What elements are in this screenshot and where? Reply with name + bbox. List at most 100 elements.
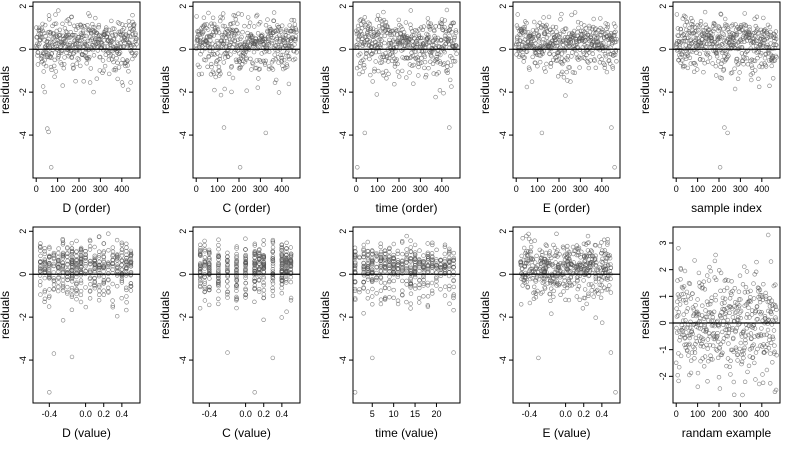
data-point (744, 269, 750, 274)
data-point (218, 71, 223, 76)
data-point (580, 306, 586, 311)
data-point (209, 61, 214, 67)
data-point (544, 61, 549, 67)
data-point (408, 26, 414, 31)
data-point (60, 288, 66, 293)
data-point (740, 282, 746, 287)
data-point (698, 19, 704, 24)
data-point (100, 43, 105, 48)
data-point (252, 250, 257, 255)
y-tick-label: -2 (658, 88, 668, 96)
data-point (92, 264, 98, 269)
data-point (255, 85, 260, 90)
data-point (119, 250, 124, 255)
data-point (443, 284, 448, 289)
data-point (584, 301, 589, 307)
data-point (69, 261, 75, 266)
data-point (690, 291, 695, 296)
data-point (97, 259, 102, 264)
data-point (69, 354, 75, 360)
data-point (376, 37, 382, 43)
data-point (97, 54, 103, 60)
data-point (78, 260, 84, 265)
data-point (96, 255, 102, 260)
data-point (288, 251, 294, 257)
data-point (60, 263, 65, 269)
x-tick-label: 0.2 (97, 409, 110, 419)
data-point (394, 29, 399, 34)
data-point (42, 288, 47, 293)
data-point (761, 282, 766, 287)
data-point (559, 11, 564, 17)
x-tick-label: 0.2 (577, 409, 590, 419)
data-point (42, 262, 48, 267)
data-point (517, 52, 523, 57)
data-point (46, 13, 52, 18)
y-axis-title: residuals (638, 66, 652, 114)
data-point (80, 28, 86, 34)
data-point (270, 267, 275, 272)
data-point (225, 54, 231, 59)
data-points (352, 233, 456, 395)
data-point (558, 39, 564, 45)
data-point (45, 44, 51, 49)
data-point (537, 20, 542, 25)
data-point (207, 276, 212, 281)
data-point (752, 58, 758, 64)
data-point (415, 55, 420, 60)
data-point (217, 68, 222, 73)
data-point (127, 23, 132, 28)
data-point (247, 20, 253, 25)
data-point (202, 255, 208, 260)
data-point (448, 63, 454, 68)
data-point (570, 50, 575, 55)
y-tick-label: 2 (178, 4, 188, 9)
data-point (252, 390, 257, 395)
data-point (752, 39, 757, 45)
data-point (78, 273, 84, 278)
data-point (695, 384, 700, 389)
data-point (265, 17, 270, 22)
data-point (384, 55, 390, 60)
data-point (83, 264, 88, 269)
data-point (38, 263, 43, 268)
data-point (84, 42, 89, 48)
data-point (42, 57, 47, 63)
data-point (63, 29, 69, 34)
data-point (674, 325, 679, 331)
data-point (543, 242, 548, 247)
data-point (119, 262, 124, 268)
data-point (451, 250, 456, 256)
data-point (101, 255, 107, 260)
data-point (92, 276, 97, 281)
data-point (202, 243, 207, 248)
data-point (532, 260, 538, 265)
data-point (445, 64, 450, 69)
data-point (722, 296, 728, 301)
data-point (570, 244, 576, 250)
data-point (444, 28, 449, 33)
data-point (120, 57, 125, 62)
data-point (591, 16, 596, 22)
data-points (518, 231, 618, 395)
x-tick-label: 300 (253, 184, 268, 194)
data-point (243, 280, 248, 286)
data-point (709, 38, 715, 44)
data-point (595, 287, 600, 293)
x-tick-label: 20 (431, 409, 441, 419)
data-point (560, 61, 565, 67)
data-point (92, 259, 98, 264)
data-point (683, 38, 688, 43)
data-point (237, 59, 243, 64)
data-point (288, 38, 293, 44)
data-point (248, 56, 253, 61)
data-point (264, 45, 270, 51)
data-point (198, 30, 204, 35)
data-point (736, 289, 742, 294)
data-point (438, 52, 443, 58)
data-point (682, 63, 687, 69)
data-point (367, 21, 373, 27)
data-points (673, 232, 779, 398)
data-point (739, 51, 745, 56)
